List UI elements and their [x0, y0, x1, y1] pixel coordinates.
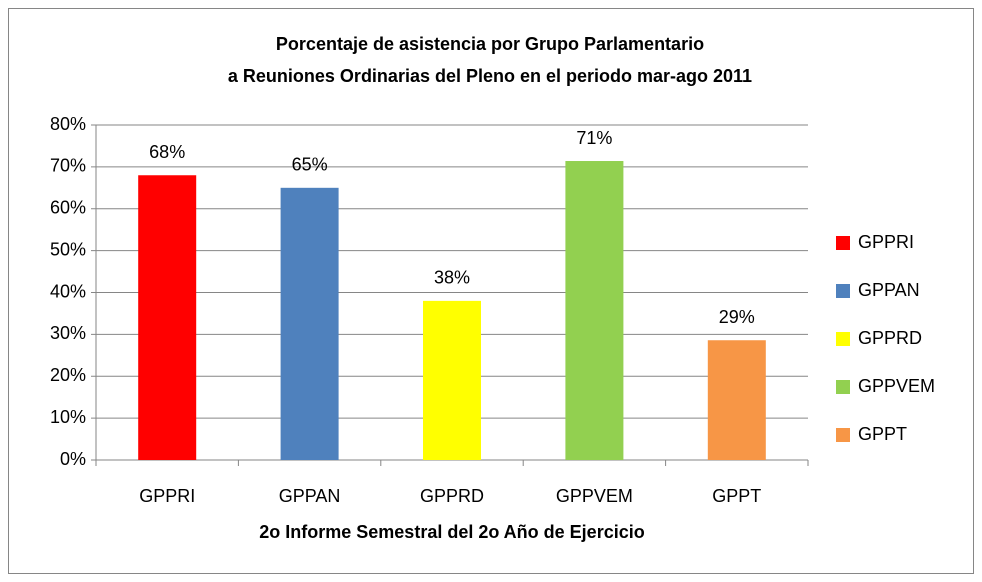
bar — [565, 161, 624, 460]
chart-title: a Reuniones Ordinarias del Pleno en el p… — [228, 66, 752, 86]
data-label: 38% — [434, 268, 470, 288]
y-tick-label: 30% — [50, 323, 86, 343]
legend-swatch — [836, 380, 850, 394]
chart-title: Porcentaje de asistencia por Grupo Parla… — [276, 34, 704, 54]
x-tick-label: GPPT — [712, 486, 761, 506]
x-tick-label: GPPAN — [279, 486, 341, 506]
y-tick-label: 80% — [50, 114, 86, 134]
bar — [138, 175, 197, 460]
y-tick-label: 0% — [60, 449, 86, 469]
data-label: 68% — [149, 142, 185, 162]
bar — [423, 300, 481, 460]
y-tick-label: 40% — [50, 281, 86, 301]
data-label: 29% — [719, 307, 755, 327]
y-tick-label: 70% — [50, 156, 86, 176]
legend-label: GPPRD — [858, 328, 922, 348]
legend-label: GPPVEM — [858, 376, 935, 396]
y-tick-label: 10% — [50, 407, 86, 427]
x-tick-label: GPPVEM — [556, 486, 633, 506]
bar — [280, 187, 339, 460]
x-tick-label: GPPRI — [139, 486, 195, 506]
bar — [707, 340, 766, 460]
data-label: 65% — [292, 155, 328, 175]
data-label: 71% — [576, 128, 612, 148]
y-tick-label: 50% — [50, 239, 86, 259]
legend-swatch — [836, 428, 850, 442]
x-axis-label: 2o Informe Semestral del 2o Año de Ejerc… — [259, 522, 644, 542]
legend-label: GPPAN — [858, 280, 920, 300]
legend-label: GPPRI — [858, 232, 914, 252]
legend-label: GPPT — [858, 424, 907, 444]
y-tick-label: 20% — [50, 365, 86, 385]
x-tick-label: GPPRD — [420, 486, 484, 506]
legend-swatch — [836, 332, 850, 346]
legend-swatch — [836, 236, 850, 250]
legend-swatch — [836, 284, 850, 298]
y-tick-label: 60% — [50, 198, 86, 218]
